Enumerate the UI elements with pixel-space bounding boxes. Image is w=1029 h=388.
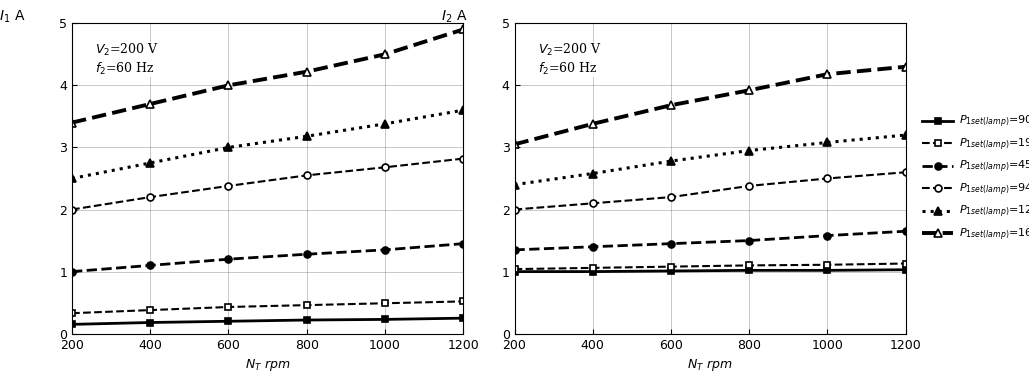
X-axis label: $N_T$ rpm: $N_T$ rpm xyxy=(245,357,290,373)
Y-axis label: $I_1$ A: $I_1$ A xyxy=(0,9,25,25)
Text: $V_2$=200 V
$f_2$=60 Hz: $V_2$=200 V $f_2$=60 Hz xyxy=(538,42,602,76)
Text: $V_2$=200 V
$f_2$=60 Hz: $V_2$=200 V $f_2$=60 Hz xyxy=(96,42,159,76)
X-axis label: $N_T$ rpm: $N_T$ rpm xyxy=(687,357,733,373)
Legend: $P_{1set(lamp)}$=90 W, $P_{1set(lamp)}$=190 W, $P_{1set(lamp)}$=450 W, $P_{1set(: $P_{1set(lamp)}$=90 W, $P_{1set(lamp)}$=… xyxy=(921,113,1029,244)
Y-axis label: $I_2$ A: $I_2$ A xyxy=(441,9,467,25)
